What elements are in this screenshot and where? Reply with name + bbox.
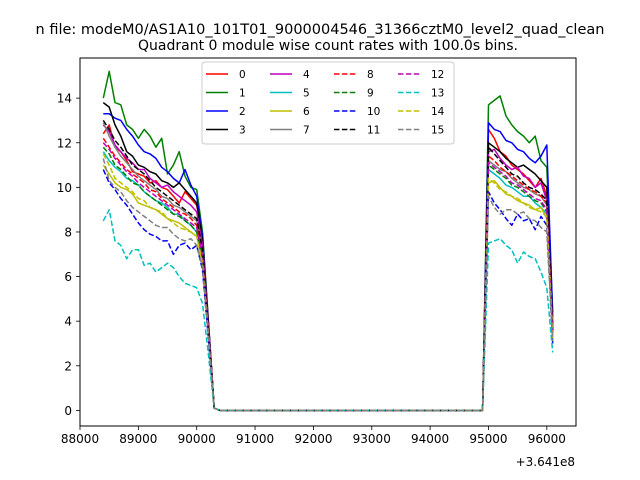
x-tick-label: 93000: [353, 432, 391, 446]
series-line-3: [102, 102, 554, 412]
legend-label-5: 5: [303, 88, 310, 100]
x-axis-offset-label: +3.641e8: [516, 455, 575, 469]
y-tick-label: 8: [64, 225, 72, 239]
x-tick-label: 92000: [294, 432, 332, 446]
legend-box: [201, 61, 455, 145]
x-tick-label: 94000: [411, 432, 449, 446]
y-tick-label: 6: [64, 270, 72, 284]
x-tick-label: 91000: [236, 432, 274, 446]
x-tick-label: 89000: [119, 432, 157, 446]
legend-label-1: 1: [239, 88, 246, 100]
x-tick-label: 88000: [61, 432, 99, 446]
legend-label-2: 2: [239, 106, 246, 118]
x-axis-ticks: 88000 89000 90000 91000 92000 93000 94000 95000…: [61, 426, 566, 446]
y-tick-label: 12: [57, 136, 72, 150]
legend-label-6: 6: [303, 106, 310, 118]
series-line-11: [102, 119, 554, 412]
y-tick-label: 14: [57, 92, 72, 106]
y-tick-label: 10: [57, 181, 72, 195]
y-tick-label: 2: [64, 359, 72, 373]
y-tick-label: 0: [64, 404, 72, 418]
x-tick-label: 90000: [178, 432, 216, 446]
series-line-15: [102, 158, 554, 412]
legend-label-12: 12: [431, 69, 444, 81]
x-tick-label: 96000: [528, 432, 566, 446]
figure-suptitle: n file: modeM0/AS1A10_101T01_9000004546_…: [36, 22, 605, 38]
legend-label-10: 10: [367, 106, 380, 118]
axes-frame: [79, 57, 577, 427]
chart-title: Quadrant 0 module wise count rates with …: [138, 38, 518, 54]
x-tick-label: 95000: [469, 432, 507, 446]
legend-label-3: 3: [239, 125, 246, 137]
y-axis-ticks: 0 2 4 6 8 10 12 14: [57, 92, 80, 418]
legend-label-0: 0: [239, 69, 246, 81]
legend-label-13: 13: [431, 88, 444, 100]
y-tick-label: 4: [64, 315, 72, 329]
legend-label-9: 9: [367, 88, 374, 100]
series-line-10: [102, 169, 554, 412]
plot-lines: [102, 70, 554, 412]
legend-label-7: 7: [303, 125, 310, 137]
legend-label-8: 8: [367, 69, 374, 81]
legend-label-11: 11: [367, 125, 380, 137]
legend-label-4: 4: [303, 69, 310, 81]
legend-label-14: 14: [431, 106, 445, 118]
legend-label-15: 15: [431, 125, 444, 137]
